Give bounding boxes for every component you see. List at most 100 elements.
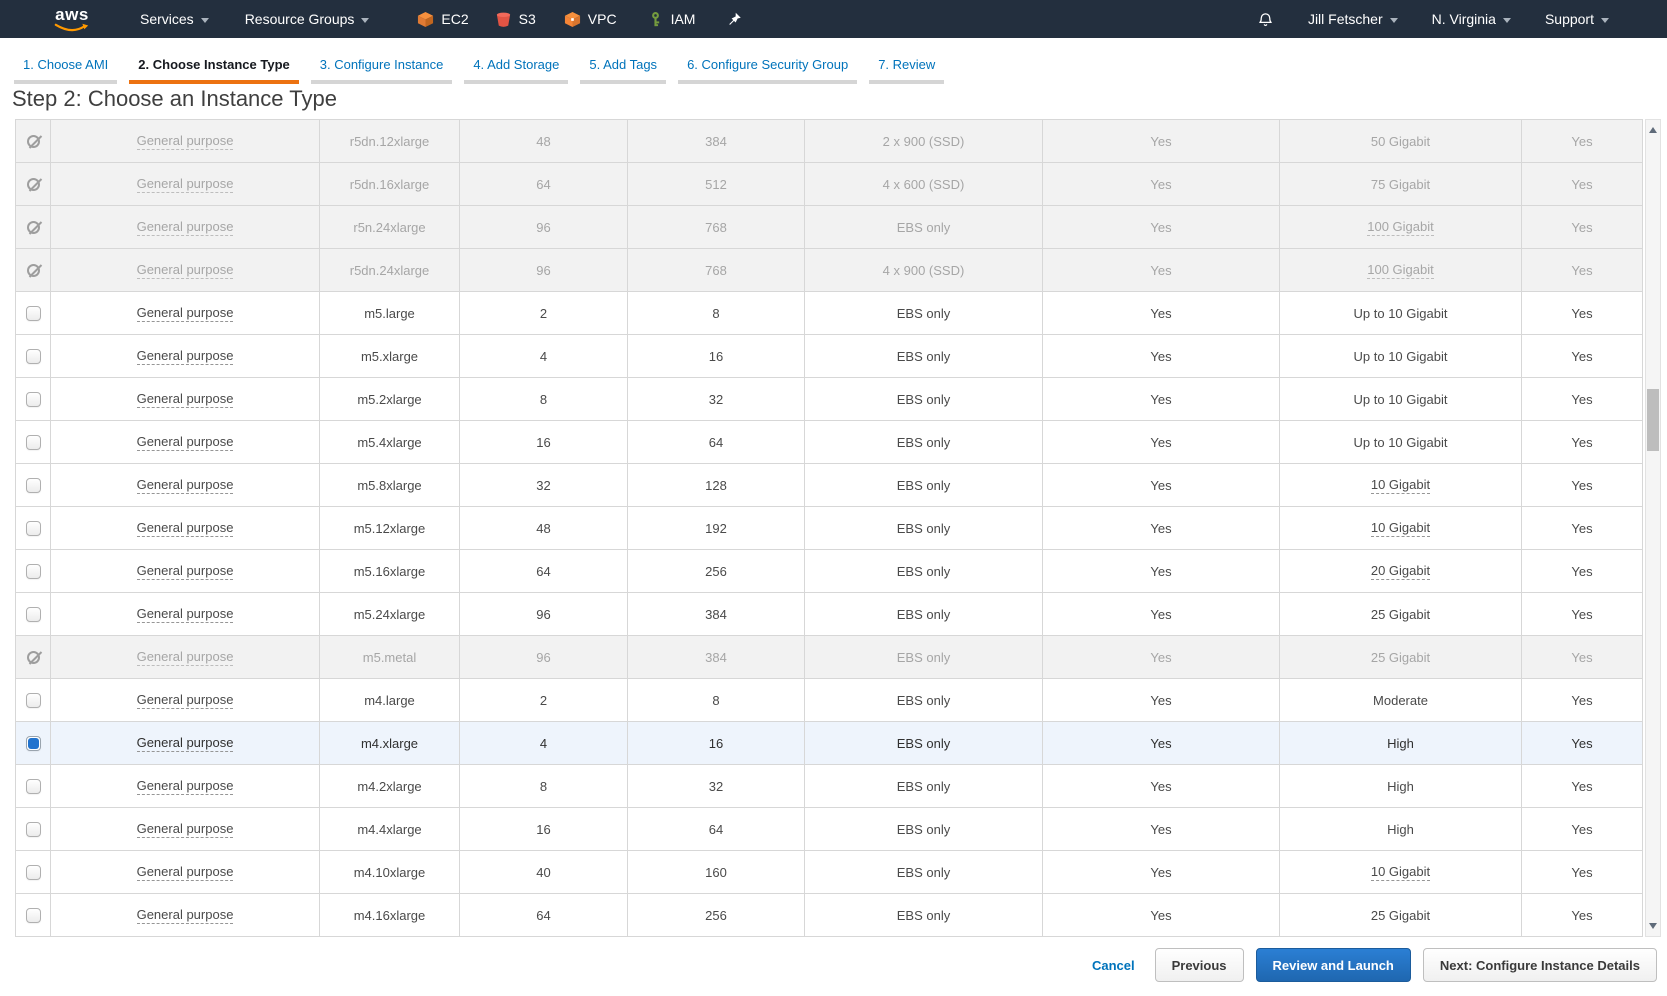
table-row[interactable]: General purpose m5.24xlarge 96 384 EBS o… — [16, 593, 1642, 636]
tab-configure-instance[interactable]: 3. Configure Instance — [310, 49, 453, 84]
shortcut-iam[interactable]: IAM — [647, 11, 695, 28]
tab-choose-ami[interactable]: 1. Choose AMI — [14, 49, 118, 84]
instance-checkbox[interactable] — [25, 348, 41, 364]
family-tooltip-link[interactable]: General purpose — [136, 863, 234, 881]
cell-type: r5dn.24xlarge — [320, 249, 460, 291]
family-tooltip-link[interactable]: General purpose — [136, 347, 234, 365]
cell-family: General purpose — [51, 464, 320, 506]
table-row[interactable]: General purpose m5.12xlarge 48 192 EBS o… — [16, 507, 1642, 550]
notifications-bell-button[interactable] — [1257, 10, 1274, 29]
user-account-menu[interactable]: Jill Fetscher — [1308, 11, 1398, 27]
vcpus-value: 40 — [536, 864, 551, 880]
instance-checkbox[interactable] — [25, 477, 41, 493]
family-tooltip-link[interactable]: General purpose — [136, 261, 234, 279]
not-available-icon — [26, 220, 40, 234]
next-configure-instance-button[interactable]: Next: Configure Instance Details — [1422, 948, 1657, 982]
network-performance-value[interactable]: 100 Gigabit — [1367, 218, 1434, 236]
table-row[interactable]: General purpose m4.4xlarge 16 64 EBS onl… — [16, 808, 1642, 851]
instance-checkbox[interactable] — [25, 778, 41, 794]
cell-storage: EBS only — [805, 593, 1043, 635]
family-tooltip-link[interactable]: General purpose — [136, 562, 234, 580]
family-tooltip-link[interactable]: General purpose — [136, 605, 234, 623]
family-tooltip-link[interactable]: General purpose — [136, 906, 234, 924]
instance-checkbox[interactable] — [25, 391, 41, 407]
table-row[interactable]: General purpose m4.10xlarge 40 160 EBS o… — [16, 851, 1642, 894]
cell-memory: 384 — [628, 636, 805, 678]
previous-button[interactable]: Previous — [1154, 948, 1244, 982]
family-tooltip-link[interactable]: General purpose — [136, 648, 234, 666]
scroll-up-button[interactable] — [1646, 122, 1660, 138]
table-row[interactable]: General purpose r5dn.16xlarge 64 512 4 x… — [16, 163, 1642, 206]
scroll-down-button[interactable] — [1646, 918, 1660, 934]
family-tooltip-link[interactable]: General purpose — [136, 175, 234, 193]
instance-checkbox[interactable] — [25, 864, 41, 880]
table-row[interactable]: General purpose m5.4xlarge 16 64 EBS onl… — [16, 421, 1642, 464]
instance-type-value: m5.metal — [362, 649, 417, 665]
instance-type-value: m4.16xlarge — [353, 907, 426, 923]
aws-logo[interactable]: aws — [54, 6, 90, 32]
instance-checkbox[interactable] — [25, 821, 41, 837]
table-row[interactable]: General purpose r5n.24xlarge 96 768 EBS … — [16, 206, 1642, 249]
ipv6-support-value: Yes — [1571, 348, 1593, 364]
family-tooltip-link[interactable]: General purpose — [136, 691, 234, 709]
instance-checkbox[interactable] — [25, 907, 41, 923]
table-row[interactable]: General purpose m5.metal 96 384 EBS only… — [16, 636, 1642, 679]
pin-shortcuts-button[interactable] — [727, 11, 742, 27]
services-menu[interactable]: Services — [140, 11, 209, 27]
memory-value: 64 — [708, 821, 724, 837]
table-row[interactable]: General purpose m4.16xlarge 64 256 EBS o… — [16, 894, 1642, 937]
instance-checkbox[interactable] — [25, 563, 41, 579]
instance-checkbox[interactable] — [25, 692, 41, 708]
storage-value: EBS only — [896, 864, 951, 880]
table-row[interactable]: General purpose m4.2xlarge 8 32 EBS only… — [16, 765, 1642, 808]
table-row[interactable]: General purpose r5dn.24xlarge 96 768 4 x… — [16, 249, 1642, 292]
ipv6-support-value: Yes — [1571, 176, 1593, 192]
table-scrollbar[interactable] — [1645, 119, 1661, 937]
family-tooltip-link[interactable]: General purpose — [136, 519, 234, 537]
instance-checkbox[interactable] — [25, 434, 41, 450]
network-performance-value[interactable]: 10 Gigabit — [1370, 863, 1431, 881]
tab-add-tags[interactable]: 5. Add Tags — [580, 49, 667, 84]
table-row[interactable]: General purpose m4.xlarge 4 16 EBS only … — [16, 722, 1642, 765]
network-performance-value[interactable]: 10 Gigabit — [1370, 476, 1431, 494]
family-tooltip-link[interactable]: General purpose — [136, 218, 234, 236]
family-tooltip-link[interactable]: General purpose — [136, 734, 234, 752]
family-tooltip-link[interactable]: General purpose — [136, 132, 234, 150]
family-tooltip-link[interactable]: General purpose — [136, 304, 234, 322]
tab-choose-instance-type[interactable]: 2. Choose Instance Type — [129, 49, 299, 84]
instance-checkbox[interactable] — [25, 606, 41, 622]
table-row[interactable]: General purpose m5.xlarge 4 16 EBS only … — [16, 335, 1642, 378]
network-performance-value[interactable]: 10 Gigabit — [1370, 519, 1431, 537]
family-tooltip-link[interactable]: General purpose — [136, 777, 234, 795]
network-performance-value[interactable]: 100 Gigabit — [1367, 261, 1434, 279]
tab-configure-security-group[interactable]: 6. Configure Security Group — [678, 49, 858, 84]
table-row[interactable]: General purpose m5.16xlarge 64 256 EBS o… — [16, 550, 1642, 593]
network-performance-value[interactable]: 20 Gigabit — [1370, 562, 1431, 580]
table-row[interactable]: General purpose r5dn.12xlarge 48 384 2 x… — [16, 120, 1642, 163]
resource-groups-menu[interactable]: Resource Groups — [245, 11, 370, 27]
instance-checkbox[interactable] — [25, 520, 41, 536]
family-tooltip-link[interactable]: General purpose — [136, 433, 234, 451]
family-tooltip-link[interactable]: General purpose — [136, 820, 234, 838]
table-row[interactable]: General purpose m4.large 2 8 EBS only Ye… — [16, 679, 1642, 722]
shortcut-s3[interactable]: S3 — [495, 11, 536, 28]
instance-checkbox[interactable] — [25, 305, 41, 321]
table-row[interactable]: General purpose m5.8xlarge 32 128 EBS on… — [16, 464, 1642, 507]
shortcut-ec2[interactable]: EC2 — [417, 11, 469, 28]
instance-checkbox[interactable] — [25, 735, 41, 751]
family-tooltip-link[interactable]: General purpose — [136, 476, 234, 494]
review-and-launch-button[interactable]: Review and Launch — [1255, 948, 1411, 982]
region-menu[interactable]: N. Virginia — [1432, 11, 1511, 27]
cancel-link[interactable]: Cancel — [1091, 957, 1135, 973]
network-performance-value: Up to 10 Gigabit — [1353, 305, 1448, 321]
support-menu[interactable]: Support — [1545, 11, 1609, 27]
table-row[interactable]: General purpose m5.large 2 8 EBS only Ye… — [16, 292, 1642, 335]
tab-review[interactable]: 7. Review — [869, 49, 945, 84]
ebs-optimized-value: Yes — [1150, 176, 1172, 192]
cell-ipv6: Yes — [1522, 120, 1642, 162]
family-tooltip-link[interactable]: General purpose — [136, 390, 234, 408]
tab-add-storage[interactable]: 4. Add Storage — [464, 49, 569, 84]
scrollbar-thumb[interactable] — [1647, 389, 1659, 451]
table-row[interactable]: General purpose m5.2xlarge 8 32 EBS only… — [16, 378, 1642, 421]
shortcut-vpc[interactable]: VPC — [564, 11, 617, 28]
